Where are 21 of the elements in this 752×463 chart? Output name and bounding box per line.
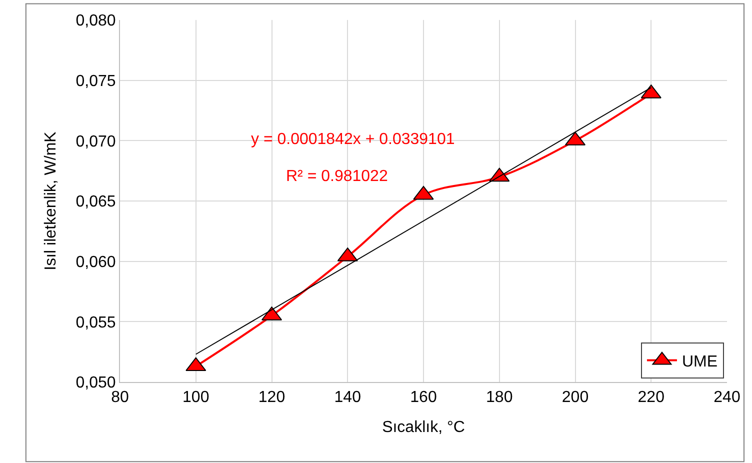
x-tick-label: 140 <box>334 389 362 406</box>
legend-label: UME <box>682 354 718 371</box>
y-tick-label: 0,080 <box>76 12 116 30</box>
y-tick-label: 0,065 <box>76 194 116 211</box>
x-tick-label: 80 <box>111 389 129 406</box>
y-tick-label: 0,055 <box>76 314 116 332</box>
x-tick-label: 100 <box>182 389 210 406</box>
x-tick-label: 200 <box>562 389 589 406</box>
x-tick-label: 120 <box>258 389 286 406</box>
annotation: y = 0.0001842x + 0.0339101 <box>251 131 455 148</box>
y-tick-label: 0,075 <box>76 72 116 90</box>
y-tick-label: 0,060 <box>76 254 116 271</box>
x-axis-title: Sıcaklık, °C <box>382 418 465 436</box>
x-tick-label: 180 <box>486 389 513 406</box>
y-axis-title: Isıl iletkenlik, W/mK <box>42 131 60 270</box>
y-tick-label: 0,070 <box>76 133 116 150</box>
x-tick-label: 240 <box>714 389 740 406</box>
y-tick-label: 0,050 <box>76 374 116 392</box>
x-tick-label: 220 <box>638 389 665 406</box>
annotation: R² = 0.981022 <box>286 168 388 185</box>
x-tick-label: 160 <box>410 389 437 406</box>
